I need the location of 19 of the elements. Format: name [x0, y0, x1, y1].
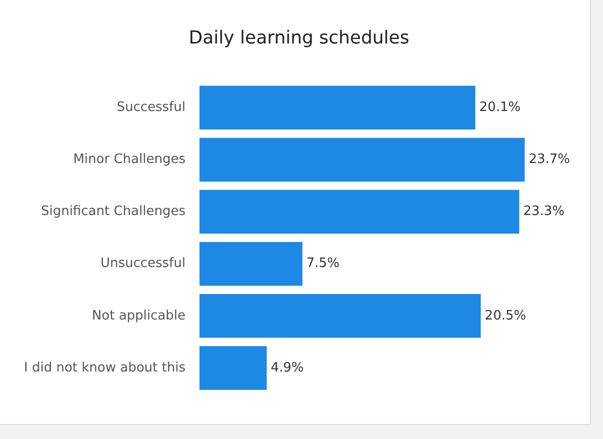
bar — [199, 138, 525, 182]
data-label: 23.7% — [528, 152, 570, 168]
bar — [199, 294, 481, 338]
bar — [199, 242, 302, 286]
chart-title: Daily learning schedules — [188, 27, 410, 48]
y-tick-label: I did not know about this — [24, 360, 186, 376]
data-label: 7.5% — [306, 256, 340, 272]
data-label: 20.1% — [479, 100, 521, 116]
bar — [199, 190, 520, 234]
y-tick-label: Not applicable — [92, 308, 186, 324]
y-tick-label: Significant Challenges — [40, 204, 186, 220]
data-label: 4.9% — [270, 360, 304, 376]
bar — [199, 86, 476, 130]
data-label: 23.3% — [523, 204, 565, 220]
y-tick-label: Minor Challenges — [73, 152, 186, 168]
y-tick-label: Unsuccessful — [100, 256, 186, 272]
y-tick-label: Successful — [116, 100, 186, 116]
data-label: 20.5% — [484, 308, 526, 324]
bar — [199, 346, 267, 390]
